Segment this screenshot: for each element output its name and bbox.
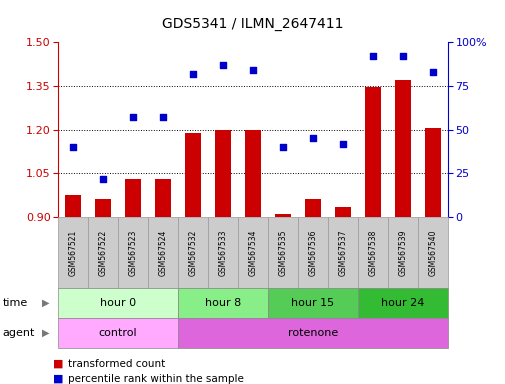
Text: GSM567524: GSM567524 <box>158 229 167 276</box>
Bar <box>125 179 141 217</box>
Bar <box>65 195 81 217</box>
Text: transformed count: transformed count <box>68 359 165 369</box>
Text: GSM567537: GSM567537 <box>338 229 347 276</box>
Point <box>338 141 346 147</box>
Bar <box>95 200 111 217</box>
Text: GSM567534: GSM567534 <box>248 229 257 276</box>
Text: percentile rank within the sample: percentile rank within the sample <box>68 374 244 384</box>
Point <box>248 67 257 73</box>
Point <box>398 53 406 59</box>
Text: GSM567521: GSM567521 <box>69 229 78 276</box>
Text: ■: ■ <box>53 374 63 384</box>
Point <box>428 69 436 75</box>
Text: GSM567535: GSM567535 <box>278 229 287 276</box>
Bar <box>155 179 171 217</box>
Point <box>99 175 107 182</box>
Text: GSM567533: GSM567533 <box>218 229 227 276</box>
Bar <box>394 80 410 217</box>
Text: GSM567540: GSM567540 <box>427 229 436 276</box>
Text: GSM567539: GSM567539 <box>397 229 407 276</box>
Text: GSM567523: GSM567523 <box>128 229 137 276</box>
Bar <box>364 88 380 217</box>
Text: hour 8: hour 8 <box>205 298 241 308</box>
Bar <box>214 130 231 217</box>
Point <box>278 144 286 150</box>
Text: GSM567522: GSM567522 <box>98 229 108 276</box>
Text: rotenone: rotenone <box>287 328 337 338</box>
Text: agent: agent <box>3 328 35 338</box>
Bar <box>304 200 321 217</box>
Point <box>189 71 197 77</box>
Text: hour 0: hour 0 <box>100 298 136 308</box>
Text: time: time <box>3 298 28 308</box>
Text: GSM567532: GSM567532 <box>188 229 197 276</box>
Text: control: control <box>98 328 137 338</box>
Point <box>159 114 167 121</box>
Text: GSM567538: GSM567538 <box>368 229 377 276</box>
Text: hour 24: hour 24 <box>380 298 424 308</box>
Bar <box>274 214 291 217</box>
Point <box>129 114 137 121</box>
Text: hour 15: hour 15 <box>291 298 334 308</box>
Text: ■: ■ <box>53 359 63 369</box>
Text: ▶: ▶ <box>42 328 49 338</box>
Bar <box>244 130 261 217</box>
Point <box>368 53 376 59</box>
Bar <box>184 132 201 217</box>
Bar <box>334 207 350 217</box>
Text: GDS5341 / ILMN_2647411: GDS5341 / ILMN_2647411 <box>162 17 343 31</box>
Text: GSM567536: GSM567536 <box>308 229 317 276</box>
Bar <box>424 128 440 217</box>
Point <box>219 62 227 68</box>
Point <box>69 144 77 150</box>
Point <box>308 135 316 141</box>
Text: ▶: ▶ <box>42 298 49 308</box>
